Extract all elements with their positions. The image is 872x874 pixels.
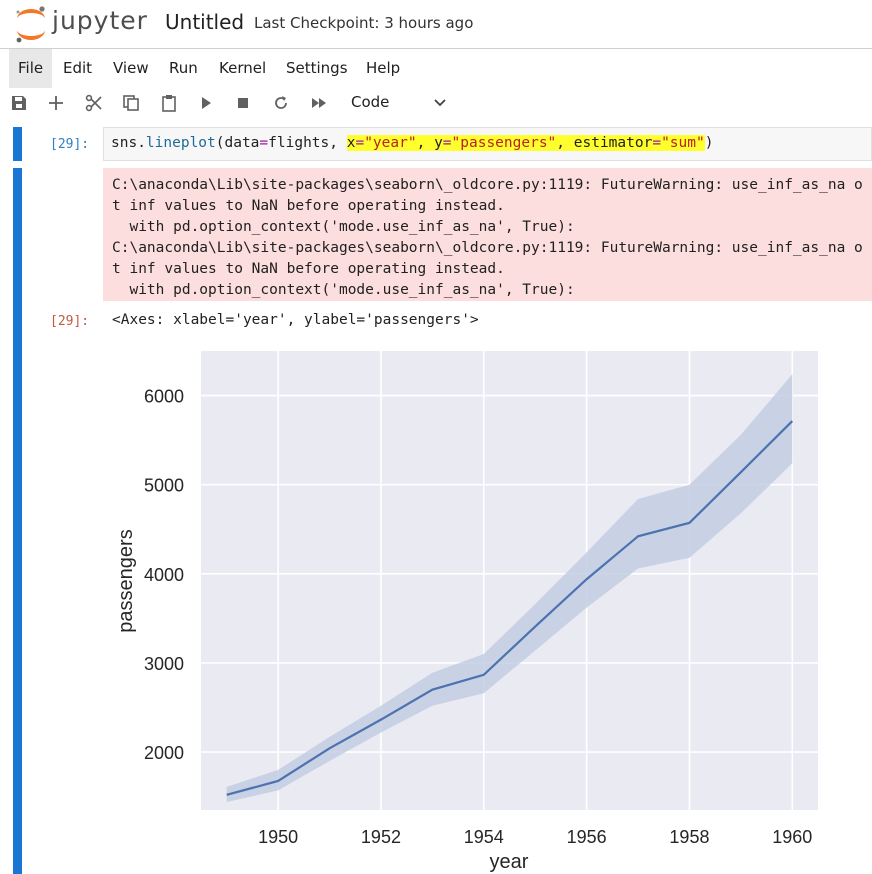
jupyter-logo-icon[interactable] bbox=[14, 4, 48, 44]
cut-icon[interactable] bbox=[82, 91, 106, 115]
checkpoint-status: Last Checkpoint: 3 hours ago bbox=[254, 14, 474, 32]
code-token: flights, bbox=[268, 135, 347, 151]
code-token: , estimator bbox=[556, 135, 653, 151]
code-token: y bbox=[434, 135, 443, 151]
code-token: "year" bbox=[364, 135, 417, 151]
x-tick-label: 1952 bbox=[361, 827, 401, 847]
stderr-line: with pd.option_context('mode.use_inf_as_… bbox=[112, 219, 575, 235]
y-tick-label: 2000 bbox=[144, 743, 184, 763]
stderr-line: C:\anaconda\Lib\site-packages\seaborn\_o… bbox=[112, 240, 863, 256]
line-chart: 1950 1952 1954 1956 1958 1960 2000 3000 4000 500… bbox=[115, 351, 818, 873]
input-prompt: [29]: bbox=[50, 137, 90, 152]
y-tick-label: 3000 bbox=[144, 654, 184, 674]
code-token: = bbox=[652, 135, 662, 151]
code-token: = bbox=[355, 135, 365, 151]
series-line bbox=[226, 420, 794, 796]
output-collapser[interactable] bbox=[13, 168, 22, 874]
copy-icon[interactable] bbox=[119, 91, 143, 115]
menu-kernel[interactable]: Kernel bbox=[219, 59, 267, 77]
x-tick-label: 1958 bbox=[669, 827, 709, 847]
x-tick-label: 1950 bbox=[258, 827, 298, 847]
fast-forward-icon[interactable] bbox=[307, 91, 331, 115]
code-token: ) bbox=[704, 135, 714, 151]
notebook-toolbar: Code bbox=[0, 88, 872, 118]
y-tick-label: 4000 bbox=[144, 565, 184, 585]
x-tick-label: 1954 bbox=[464, 827, 504, 847]
menu-run[interactable]: Run bbox=[169, 59, 198, 77]
output-prompt: [29]: bbox=[50, 314, 90, 329]
code-token: sns. bbox=[111, 135, 146, 151]
add-icon[interactable] bbox=[44, 91, 68, 115]
plot-area bbox=[201, 351, 818, 810]
menu-file[interactable]: File bbox=[9, 49, 53, 88]
code-token: "passengers" bbox=[451, 135, 557, 151]
cell-type-select[interactable]: Code bbox=[351, 93, 390, 111]
chevron-down-icon[interactable] bbox=[433, 95, 447, 114]
run-icon[interactable] bbox=[194, 91, 218, 115]
menu-edit[interactable]: Edit bbox=[63, 59, 93, 77]
notebook-title[interactable]: Untitled bbox=[165, 10, 245, 34]
code-token: (data bbox=[215, 135, 260, 151]
restart-icon[interactable] bbox=[269, 91, 293, 115]
code-token: = bbox=[442, 135, 452, 151]
code-token: lineplot bbox=[145, 135, 216, 151]
code-token: = bbox=[259, 135, 269, 151]
menu-bar: File Edit View Run Kernel Settings Help bbox=[0, 48, 872, 89]
stderr-line: t inf values to NaN before operating ins… bbox=[112, 198, 505, 214]
input-collapser[interactable] bbox=[13, 127, 22, 161]
top-header: jupyter Untitled Last Checkpoint: 3 hour… bbox=[0, 0, 872, 48]
y-tick-label: 5000 bbox=[144, 476, 184, 496]
y-tick-label: 6000 bbox=[144, 387, 184, 407]
menu-help[interactable]: Help bbox=[366, 59, 401, 77]
menu-view[interactable]: View bbox=[113, 59, 149, 77]
stop-icon[interactable] bbox=[231, 91, 255, 115]
x-tick-label: 1960 bbox=[772, 827, 812, 847]
y-tick-labels: 2000 3000 4000 5000 6000 bbox=[144, 387, 184, 764]
code-token: "sum" bbox=[661, 135, 705, 151]
execute-result: <Axes: xlabel='year', ylabel='passengers… bbox=[112, 312, 479, 328]
stderr-line: C:\anaconda\Lib\site-packages\seaborn\_o… bbox=[112, 177, 863, 193]
y-axis-label: passengers bbox=[115, 529, 137, 632]
x-tick-labels: 1950 1952 1954 1956 1958 1960 bbox=[258, 827, 812, 847]
stderr-line: with pd.option_context('mode.use_inf_as_… bbox=[112, 282, 575, 298]
highlighted-code: x="year", y="passengers", estimator="sum… bbox=[346, 135, 705, 151]
menu-settings[interactable]: Settings bbox=[286, 59, 348, 77]
code-token: , bbox=[416, 135, 435, 151]
stderr-output: C:\anaconda\Lib\site-packages\seaborn\_o… bbox=[103, 168, 872, 301]
save-icon[interactable] bbox=[7, 91, 31, 115]
code-line[interactable]: sns.lineplot(data=flights, x="year", y="… bbox=[111, 135, 713, 151]
stderr-line: t inf values to NaN before operating ins… bbox=[112, 261, 505, 277]
code-token: x bbox=[346, 135, 356, 151]
logo-text[interactable]: jupyter bbox=[52, 6, 148, 35]
x-tick-label: 1956 bbox=[567, 827, 607, 847]
x-axis-label: year bbox=[490, 851, 529, 873]
paste-icon[interactable] bbox=[157, 91, 181, 115]
